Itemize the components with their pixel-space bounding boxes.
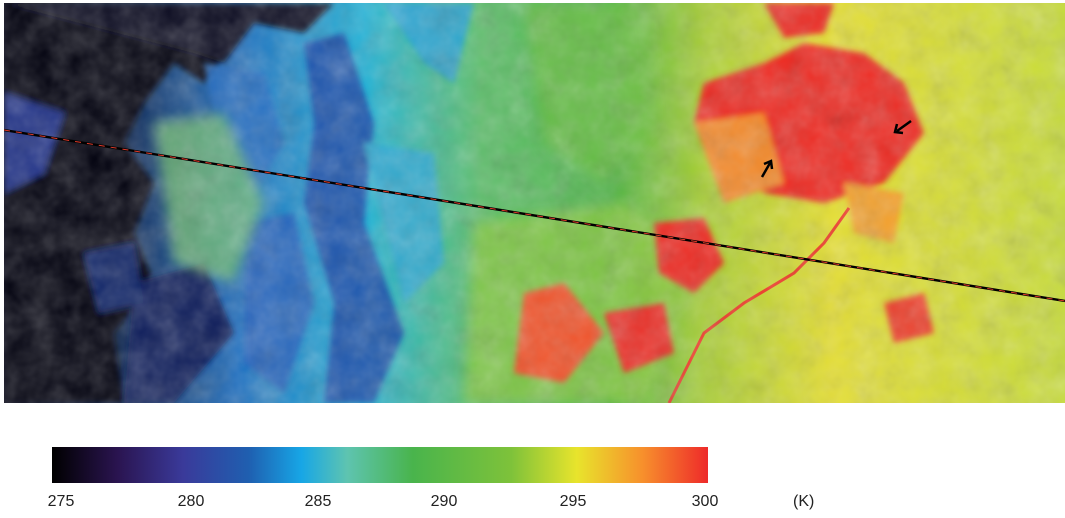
transect-line	[4, 128, 1065, 303]
colorbar-tick-label: 280	[177, 493, 205, 510]
colorbar-gradient	[52, 447, 708, 483]
temperature-map	[4, 3, 1065, 403]
arrow-icon	[893, 119, 912, 135]
colorbar-tick-label: 290	[430, 493, 458, 510]
colorbar-tick-label: 295	[559, 493, 587, 510]
colorbar-tick-label: 275	[47, 493, 75, 510]
colorbar-tick-label: 285	[304, 493, 332, 510]
colorbar	[52, 447, 708, 483]
colorbar-tick-label: 300	[691, 493, 719, 510]
temperature-map-image	[4, 3, 1065, 403]
colorbar-unit: (K)	[793, 493, 815, 510]
arrow-icon	[760, 159, 774, 178]
